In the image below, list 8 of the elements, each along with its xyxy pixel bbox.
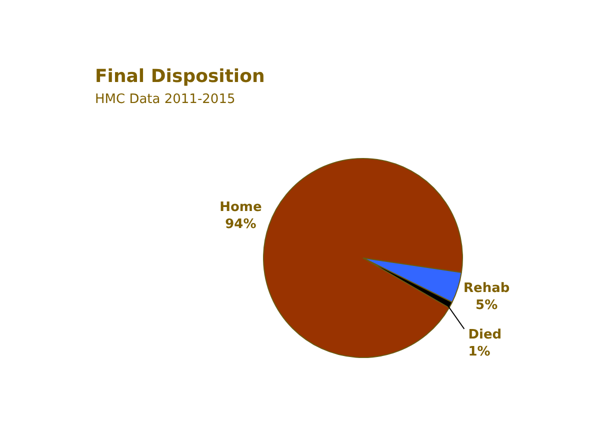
data-label: 94% (225, 216, 256, 232)
slice-label: Rehab (463, 281, 510, 296)
data-label: 5% (476, 298, 498, 314)
slice-label: Home (220, 200, 262, 215)
slice-label: Died (468, 327, 502, 342)
chart-subtitle: HMC Data 2011-2015 (95, 92, 236, 107)
chart-title: Final Disposition (95, 66, 265, 87)
data-label: 1% (468, 344, 490, 360)
